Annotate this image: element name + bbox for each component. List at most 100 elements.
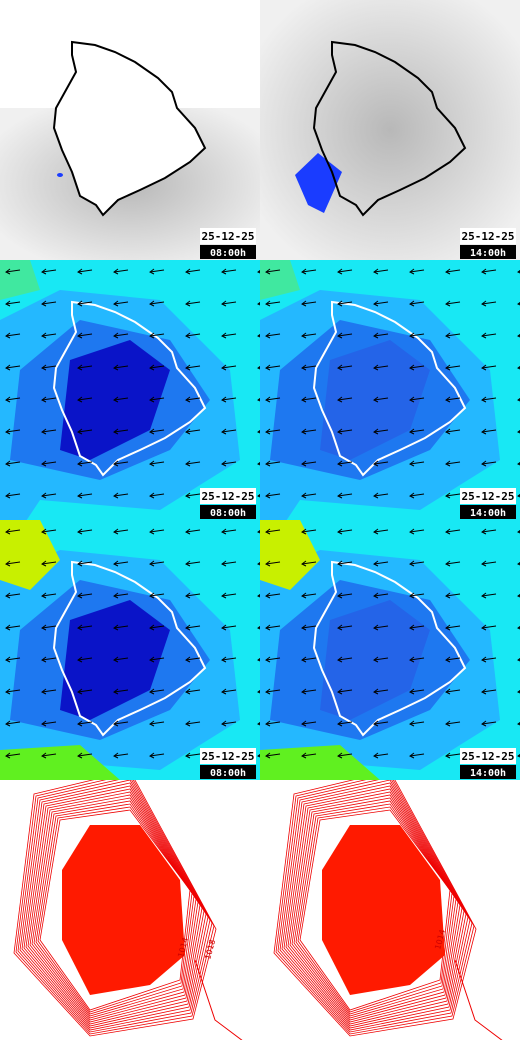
wind-arrow [481,365,497,369]
wind-arrow [481,529,497,533]
wind-arrow-head [257,397,260,402]
wind-arrow-head [409,624,415,631]
wind-arrow [337,301,353,305]
wind-arrow-head [77,656,83,663]
wind-arrow-head [445,492,451,499]
wind-arrow-head [481,332,487,339]
wind-arrow-head [301,460,307,467]
isobar [289,794,461,1021]
wind-arrow-head [481,656,487,663]
date-label: 25-12-25 [462,490,515,503]
wind-arrow-head [41,720,47,727]
isobar [277,780,473,1033]
wind-arrow [301,593,317,597]
wind-arrow [77,561,93,565]
wind-arrow-head [409,300,415,307]
wind-arrow-head [301,396,307,403]
wind-arrow-head [517,753,520,758]
wind-arrow [445,529,461,533]
wind-arrow-head [149,688,155,695]
wind-arrow-head [517,561,520,566]
wind-arrow [5,689,21,693]
wind-arrow [77,301,93,305]
wind-arrow-head [265,720,271,727]
wind-arrow-head [149,624,155,631]
wind-arrow-head [185,560,191,567]
wind-arrow-head [5,300,11,307]
wind-arrow [337,365,353,369]
wind-arrow-head [257,269,260,274]
wind-arrow-head [301,268,307,275]
wind-arrow [149,397,165,401]
wind-arrow [185,721,201,725]
wind-arrow [185,365,201,369]
wind-arrow-head [265,268,271,275]
wind-arrow [149,657,165,661]
wind-arrow-head [5,364,11,371]
wind-arrow-head [409,688,415,695]
wind-arrow [373,657,389,661]
wind-arrow [149,593,165,597]
wind-arrow [221,461,237,465]
wind-arrow [113,429,129,433]
wind-arrow [409,529,425,533]
wind-arrow-head [77,268,83,275]
wind-arrow [5,529,21,533]
wind-arrow-head [149,656,155,663]
wind-arrow [481,625,497,629]
wind-arrow-head [517,333,520,338]
wind-arrow [221,625,237,629]
wind-arrow [337,593,353,597]
wind-arrow-head [113,460,119,467]
wind-arrow [5,721,21,725]
wind-arrow [113,593,129,597]
wind-arrow [481,721,497,725]
wind-arrow-head [301,560,307,567]
date-box [200,748,256,764]
wind-arrow [445,561,461,565]
wind-arrow-head [445,396,451,403]
wind-arrow-head [5,656,11,663]
wind-arrow [149,753,165,757]
wind-arrow-head [517,301,520,306]
wind-arrow-head [257,593,260,598]
wind-arrow-head [257,657,260,662]
wind-arrow-head [481,300,487,307]
wind-arrow [301,561,317,565]
isobar [287,791,463,1023]
wind-arrow-head [373,396,379,403]
wind-arrow-head [517,493,520,498]
contour-band [0,520,60,590]
wind-arrow [185,269,201,273]
wind-arrow [337,561,353,565]
time-box [460,505,516,519]
wind-arrow-head [373,460,379,467]
wind-arrow [265,753,281,757]
map-panel [0,780,260,1040]
wind-arrow-head [481,688,487,695]
wind-arrow-head [301,364,307,371]
wind-arrow-head [257,333,260,338]
wind-arrow-head [481,460,487,467]
wind-arrow-head [409,720,415,727]
isobar [273,780,477,1037]
wind-arrow [337,657,353,661]
wind-arrow-head [185,656,191,663]
isobar [285,788,465,1025]
wind-arrow [5,301,21,305]
wind-arrow [77,657,93,661]
time-label: 14:00h [470,248,506,259]
isobar [21,782,209,1029]
wind-arrow-head [481,364,487,371]
wind-arrow-head [77,428,83,435]
wind-arrow [265,657,281,661]
isobar [23,785,207,1027]
wind-arrow-head [445,364,451,371]
isobar [31,797,199,1019]
wind-arrow [445,689,461,693]
wind-arrow [5,493,21,497]
wind-arrow-head [301,300,307,307]
wind-arrow [5,397,21,401]
wind-arrow-head [149,528,155,535]
